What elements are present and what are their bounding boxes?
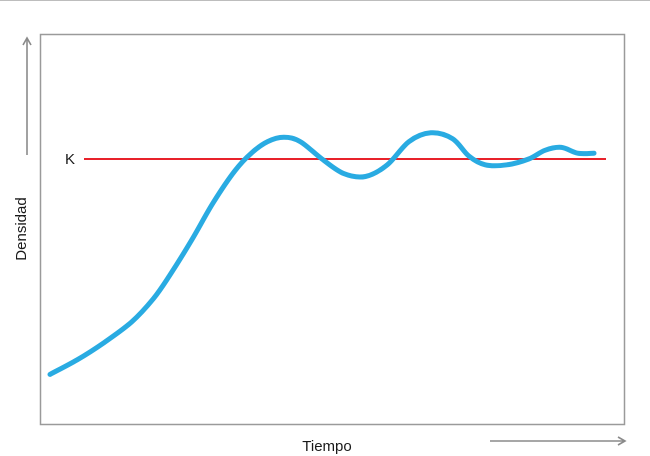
density-curve	[47, 130, 597, 377]
top-divider	[0, 0, 650, 1]
y-axis-label: Densidad	[13, 197, 30, 260]
plot-frame	[39, 33, 626, 426]
carrying-capacity-label: K	[65, 151, 75, 168]
x-axis-label: Tiempo	[302, 438, 351, 455]
